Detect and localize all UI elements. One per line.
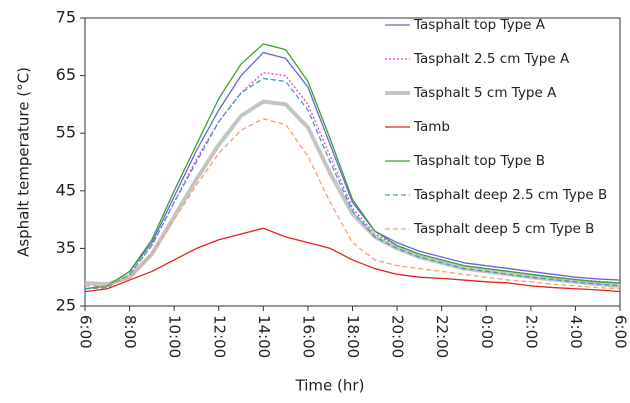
x-tick-label: 12:00 (210, 315, 228, 358)
x-tick-label: 8:00 (121, 315, 139, 349)
y-tick-label: 55 (56, 123, 76, 142)
y-axis-label: Asphalt temperature (°C) (15, 67, 33, 257)
y-tick-label: 75 (56, 8, 76, 27)
series-line (84, 51, 621, 290)
legend-label: Tasphalt 2.5 cm Type A (413, 51, 570, 67)
y-tick-label: 65 (56, 65, 76, 84)
legend-label: Tasphalt top Type B (413, 153, 545, 169)
x-tick-label: 14:00 (255, 315, 273, 358)
x-tick-label: 18:00 (344, 315, 362, 358)
series-line (84, 77, 621, 290)
y-tick-label: 35 (56, 238, 76, 257)
legend-label: Tasphalt deep 2.5 cm Type B (413, 187, 607, 203)
x-axis-label: Time (hr) (295, 377, 365, 395)
legend-label: Tasphalt 5 cm Type A (413, 85, 557, 101)
y-tick-label: 45 (56, 180, 76, 199)
series-line (84, 43, 621, 290)
x-tick-label: 4:00 (567, 315, 585, 349)
x-tick-label: 6:00 (77, 315, 95, 349)
series-line (84, 72, 621, 290)
x-tick-label: 6:00 (612, 315, 630, 349)
x-tick-label: 10:00 (166, 315, 184, 358)
series-line (84, 227, 621, 293)
x-tick-label: 0:00 (478, 315, 496, 349)
x-tick-label: 20:00 (389, 315, 407, 358)
legend-label: Tasphalt top Type A (413, 17, 546, 33)
x-tick-label: 16:00 (299, 315, 317, 358)
x-tick-label: 22:00 (433, 315, 451, 358)
legend-label: Tamb (413, 119, 450, 135)
y-tick-label: 25 (56, 296, 76, 315)
x-tick-label: 2:00 (522, 315, 540, 349)
legend-label: Tasphalt deep 5 cm Type B (413, 221, 594, 237)
series-line (84, 99, 621, 288)
series-line (85, 118, 621, 290)
